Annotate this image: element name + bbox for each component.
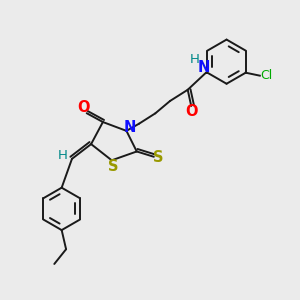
Text: Cl: Cl — [260, 69, 273, 82]
Text: S: S — [108, 159, 119, 174]
Text: N: N — [197, 60, 210, 75]
Text: N: N — [123, 120, 136, 135]
Text: H: H — [190, 53, 200, 66]
Text: O: O — [185, 104, 197, 119]
Text: S: S — [153, 150, 163, 165]
Text: H: H — [58, 149, 68, 162]
Text: O: O — [77, 100, 90, 116]
